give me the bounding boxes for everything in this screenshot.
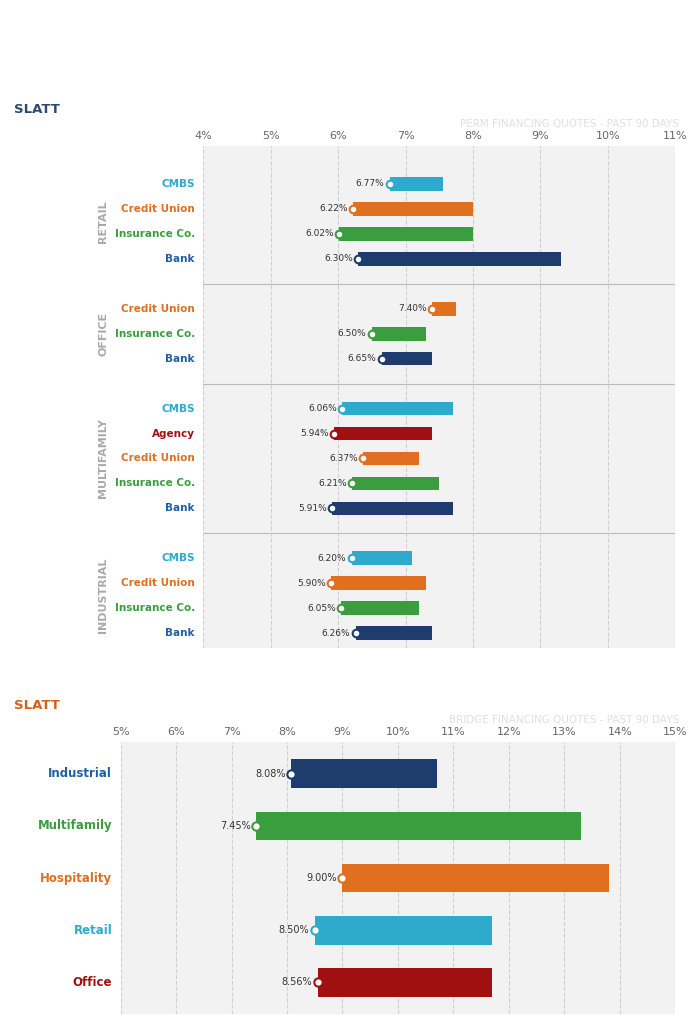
Text: Credit Union: Credit Union xyxy=(121,454,195,464)
Text: 5.94%: 5.94% xyxy=(300,429,329,438)
Text: OFFICE: OFFICE xyxy=(99,311,108,355)
Text: PERM FINANCING QUOTES - PAST 90 DAYS: PERM FINANCING QUOTES - PAST 90 DAYS xyxy=(460,119,679,129)
Bar xyxy=(10,679,90,732)
Text: Bank: Bank xyxy=(165,254,195,264)
Text: Hospitality: Hospitality xyxy=(40,871,112,885)
Bar xyxy=(382,352,433,366)
Text: CMBS: CMBS xyxy=(161,553,195,563)
Bar xyxy=(433,302,456,315)
Text: RETAIL: RETAIL xyxy=(99,200,108,243)
Text: 6.65%: 6.65% xyxy=(348,354,376,364)
Text: 6.22%: 6.22% xyxy=(319,205,347,213)
Text: 6.02%: 6.02% xyxy=(305,229,334,239)
Text: Office: Office xyxy=(73,976,112,989)
Text: CMBS: CMBS xyxy=(161,179,195,188)
Bar xyxy=(318,968,492,996)
Text: Insurance Co.: Insurance Co. xyxy=(114,228,195,239)
Text: 6.20%: 6.20% xyxy=(318,554,346,563)
Bar xyxy=(315,915,492,944)
Text: 6.21%: 6.21% xyxy=(318,479,347,487)
Text: Credit Union: Credit Union xyxy=(121,304,195,313)
Text: 6.05%: 6.05% xyxy=(307,604,336,612)
Bar xyxy=(291,760,437,788)
Text: SLATT: SLATT xyxy=(14,699,60,712)
Bar xyxy=(351,552,412,565)
Text: 9.00%: 9.00% xyxy=(307,873,337,883)
Text: CMBS: CMBS xyxy=(161,403,195,414)
Text: INTEREST RATE RANGES: INTEREST RATE RANGES xyxy=(472,91,679,105)
Text: Insurance Co.: Insurance Co. xyxy=(114,478,195,488)
Bar xyxy=(372,327,426,341)
Text: Retail: Retail xyxy=(74,924,112,937)
Text: INTEREST RATE RANGES: INTEREST RATE RANGES xyxy=(472,687,679,701)
Bar xyxy=(256,812,581,841)
Text: 6.06%: 6.06% xyxy=(308,404,337,413)
Text: CAPITAL: CAPITAL xyxy=(98,103,156,116)
Bar xyxy=(353,202,473,216)
Text: 8.08%: 8.08% xyxy=(256,769,286,778)
Bar xyxy=(390,177,442,190)
Text: Bank: Bank xyxy=(165,628,195,638)
Text: 6.30%: 6.30% xyxy=(325,254,353,263)
Text: INDUSTRIAL: INDUSTRIAL xyxy=(99,558,108,634)
Text: 8.56%: 8.56% xyxy=(282,978,313,987)
Text: 7.40%: 7.40% xyxy=(398,304,427,313)
Bar xyxy=(356,627,433,640)
Text: SLATT: SLATT xyxy=(14,103,60,116)
Bar xyxy=(332,502,453,515)
Text: Industrial: Industrial xyxy=(48,767,112,780)
Text: 7.45%: 7.45% xyxy=(220,821,251,830)
Text: 6.37%: 6.37% xyxy=(329,454,358,463)
Bar xyxy=(342,863,608,893)
Text: Insurance Co.: Insurance Co. xyxy=(114,603,195,613)
Bar xyxy=(342,401,453,416)
Text: 6.26%: 6.26% xyxy=(322,629,350,638)
Text: 5.91%: 5.91% xyxy=(298,504,327,513)
Bar xyxy=(331,577,426,590)
Text: Credit Union: Credit Union xyxy=(121,579,195,588)
Text: 5.90%: 5.90% xyxy=(297,579,326,588)
Bar xyxy=(363,452,419,465)
Bar xyxy=(10,83,90,136)
Bar xyxy=(340,227,473,241)
Text: CAPITAL: CAPITAL xyxy=(98,699,156,712)
Bar xyxy=(352,476,440,490)
Text: BRIDGE FINANCING QUOTES - PAST 90 DAYS: BRIDGE FINANCING QUOTES - PAST 90 DAYS xyxy=(449,715,679,725)
Text: 6.50%: 6.50% xyxy=(338,329,367,338)
Text: MULTIFAMILY: MULTIFAMILY xyxy=(99,419,108,499)
Text: Bank: Bank xyxy=(165,504,195,513)
Text: Credit Union: Credit Union xyxy=(121,204,195,214)
Text: Agency: Agency xyxy=(152,428,195,438)
Text: Insurance Co.: Insurance Co. xyxy=(114,329,195,339)
Bar xyxy=(334,427,433,440)
Text: Multifamily: Multifamily xyxy=(38,819,112,833)
Text: 8.50%: 8.50% xyxy=(278,926,309,935)
Text: 6.77%: 6.77% xyxy=(356,179,384,188)
Text: Bank: Bank xyxy=(165,353,195,364)
Bar xyxy=(358,252,561,265)
Bar xyxy=(342,601,419,615)
